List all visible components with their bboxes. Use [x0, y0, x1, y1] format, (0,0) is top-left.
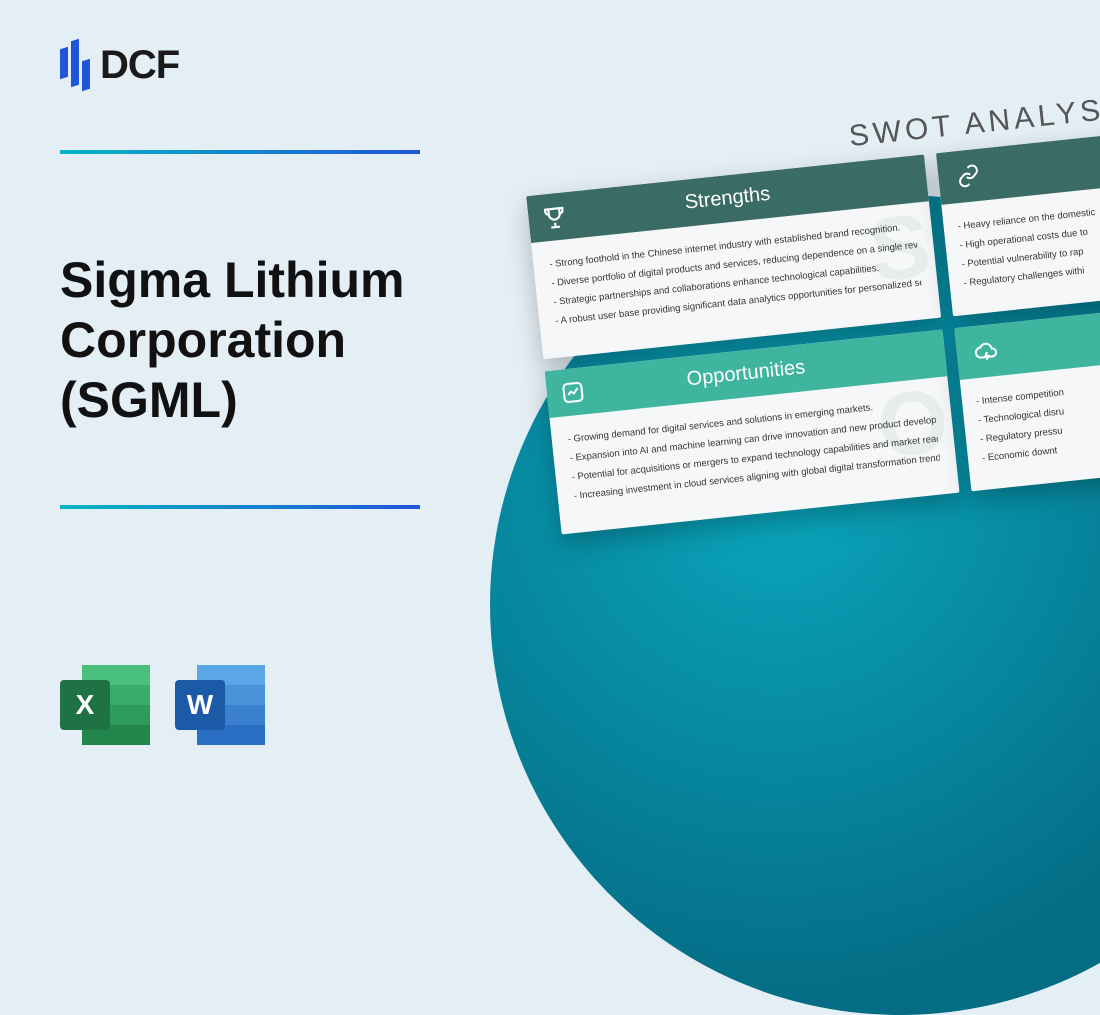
logo-bars-icon [60, 40, 90, 90]
excel-letter: X [60, 680, 110, 730]
divider-top [60, 150, 420, 154]
page-title: Sigma Lithium Corporation (SGML) [60, 250, 480, 430]
excel-icon: X [60, 660, 150, 750]
card-weaknesses: - Heavy reliance on the domestic - High … [936, 130, 1100, 316]
card-title: Opportunities [686, 356, 807, 391]
storm-icon [971, 336, 1002, 367]
chart-icon [558, 377, 589, 408]
word-icon: W [175, 660, 265, 750]
card-title: Strengths [684, 183, 772, 215]
card-strengths: Strengths - Strong foothold in the Chine… [526, 154, 941, 359]
logo: DCF [60, 40, 179, 90]
card-threats: - Intense competition - Technological di… [954, 305, 1100, 491]
trophy-icon [539, 202, 570, 233]
swot-panel: SWOT ANALYSIS Strengths - Strong foothol… [522, 88, 1100, 535]
divider-bottom [60, 505, 420, 509]
logo-text: DCF [100, 43, 179, 88]
file-icons-row: X W [60, 660, 265, 750]
link-icon [953, 161, 984, 192]
word-letter: W [175, 680, 225, 730]
